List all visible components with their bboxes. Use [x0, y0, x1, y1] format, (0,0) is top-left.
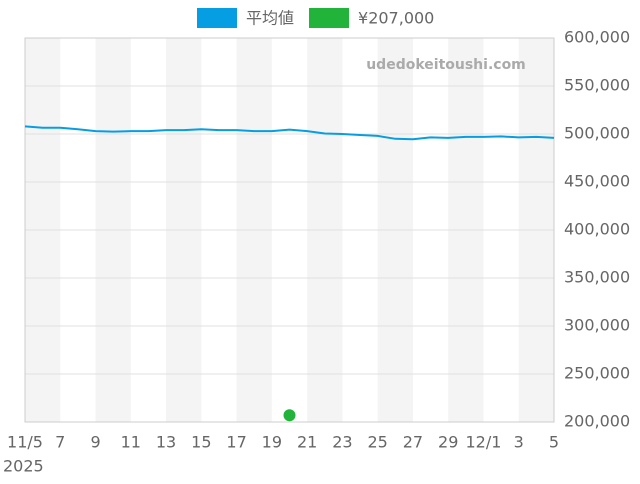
legend-swatch [309, 8, 350, 28]
y-tick-label: 200,000 [564, 412, 630, 431]
x-tick-label: 29 [438, 433, 458, 452]
x-tick-label: 5 [549, 433, 559, 452]
x-tick-label: 21 [297, 433, 317, 452]
x-tick-label: 23 [332, 433, 352, 452]
y-tick-label: 550,000 [564, 76, 630, 95]
legend-swatch [197, 8, 237, 28]
x-year-label: 2025 [3, 457, 44, 476]
x-tick-label: 9 [90, 433, 100, 452]
x-tick-label: 12/1 [465, 433, 501, 452]
x-tick-label: 19 [262, 433, 282, 452]
x-tick-label: 15 [191, 433, 211, 452]
x-tick-label: 27 [403, 433, 423, 452]
x-tick-label: 11/5 [7, 433, 43, 452]
y-tick-label: 400,000 [564, 220, 630, 239]
x-tick-label: 25 [367, 433, 387, 452]
x-tick-label: 17 [226, 433, 246, 452]
legend-label: ¥207,000 [358, 9, 434, 28]
y-tick-label: 500,000 [564, 124, 630, 143]
watermark: udedokeitoushi.com [366, 57, 526, 73]
x-tick-label: 11 [121, 433, 141, 452]
y-tick-label: 450,000 [564, 172, 630, 191]
series-point [283, 409, 296, 422]
plot-border [24, 37, 555, 423]
y-tick-label: 350,000 [564, 268, 630, 287]
series-line [24, 125, 555, 141]
legend-label: 平均値 [246, 9, 294, 28]
y-tick-label: 600,000 [564, 28, 630, 47]
x-tick-label: 7 [55, 433, 65, 452]
y-tick-label: 300,000 [564, 316, 630, 335]
x-tick-label: 13 [156, 433, 176, 452]
y-tick-label: 250,000 [564, 364, 630, 383]
x-tick-label: 3 [514, 433, 524, 452]
